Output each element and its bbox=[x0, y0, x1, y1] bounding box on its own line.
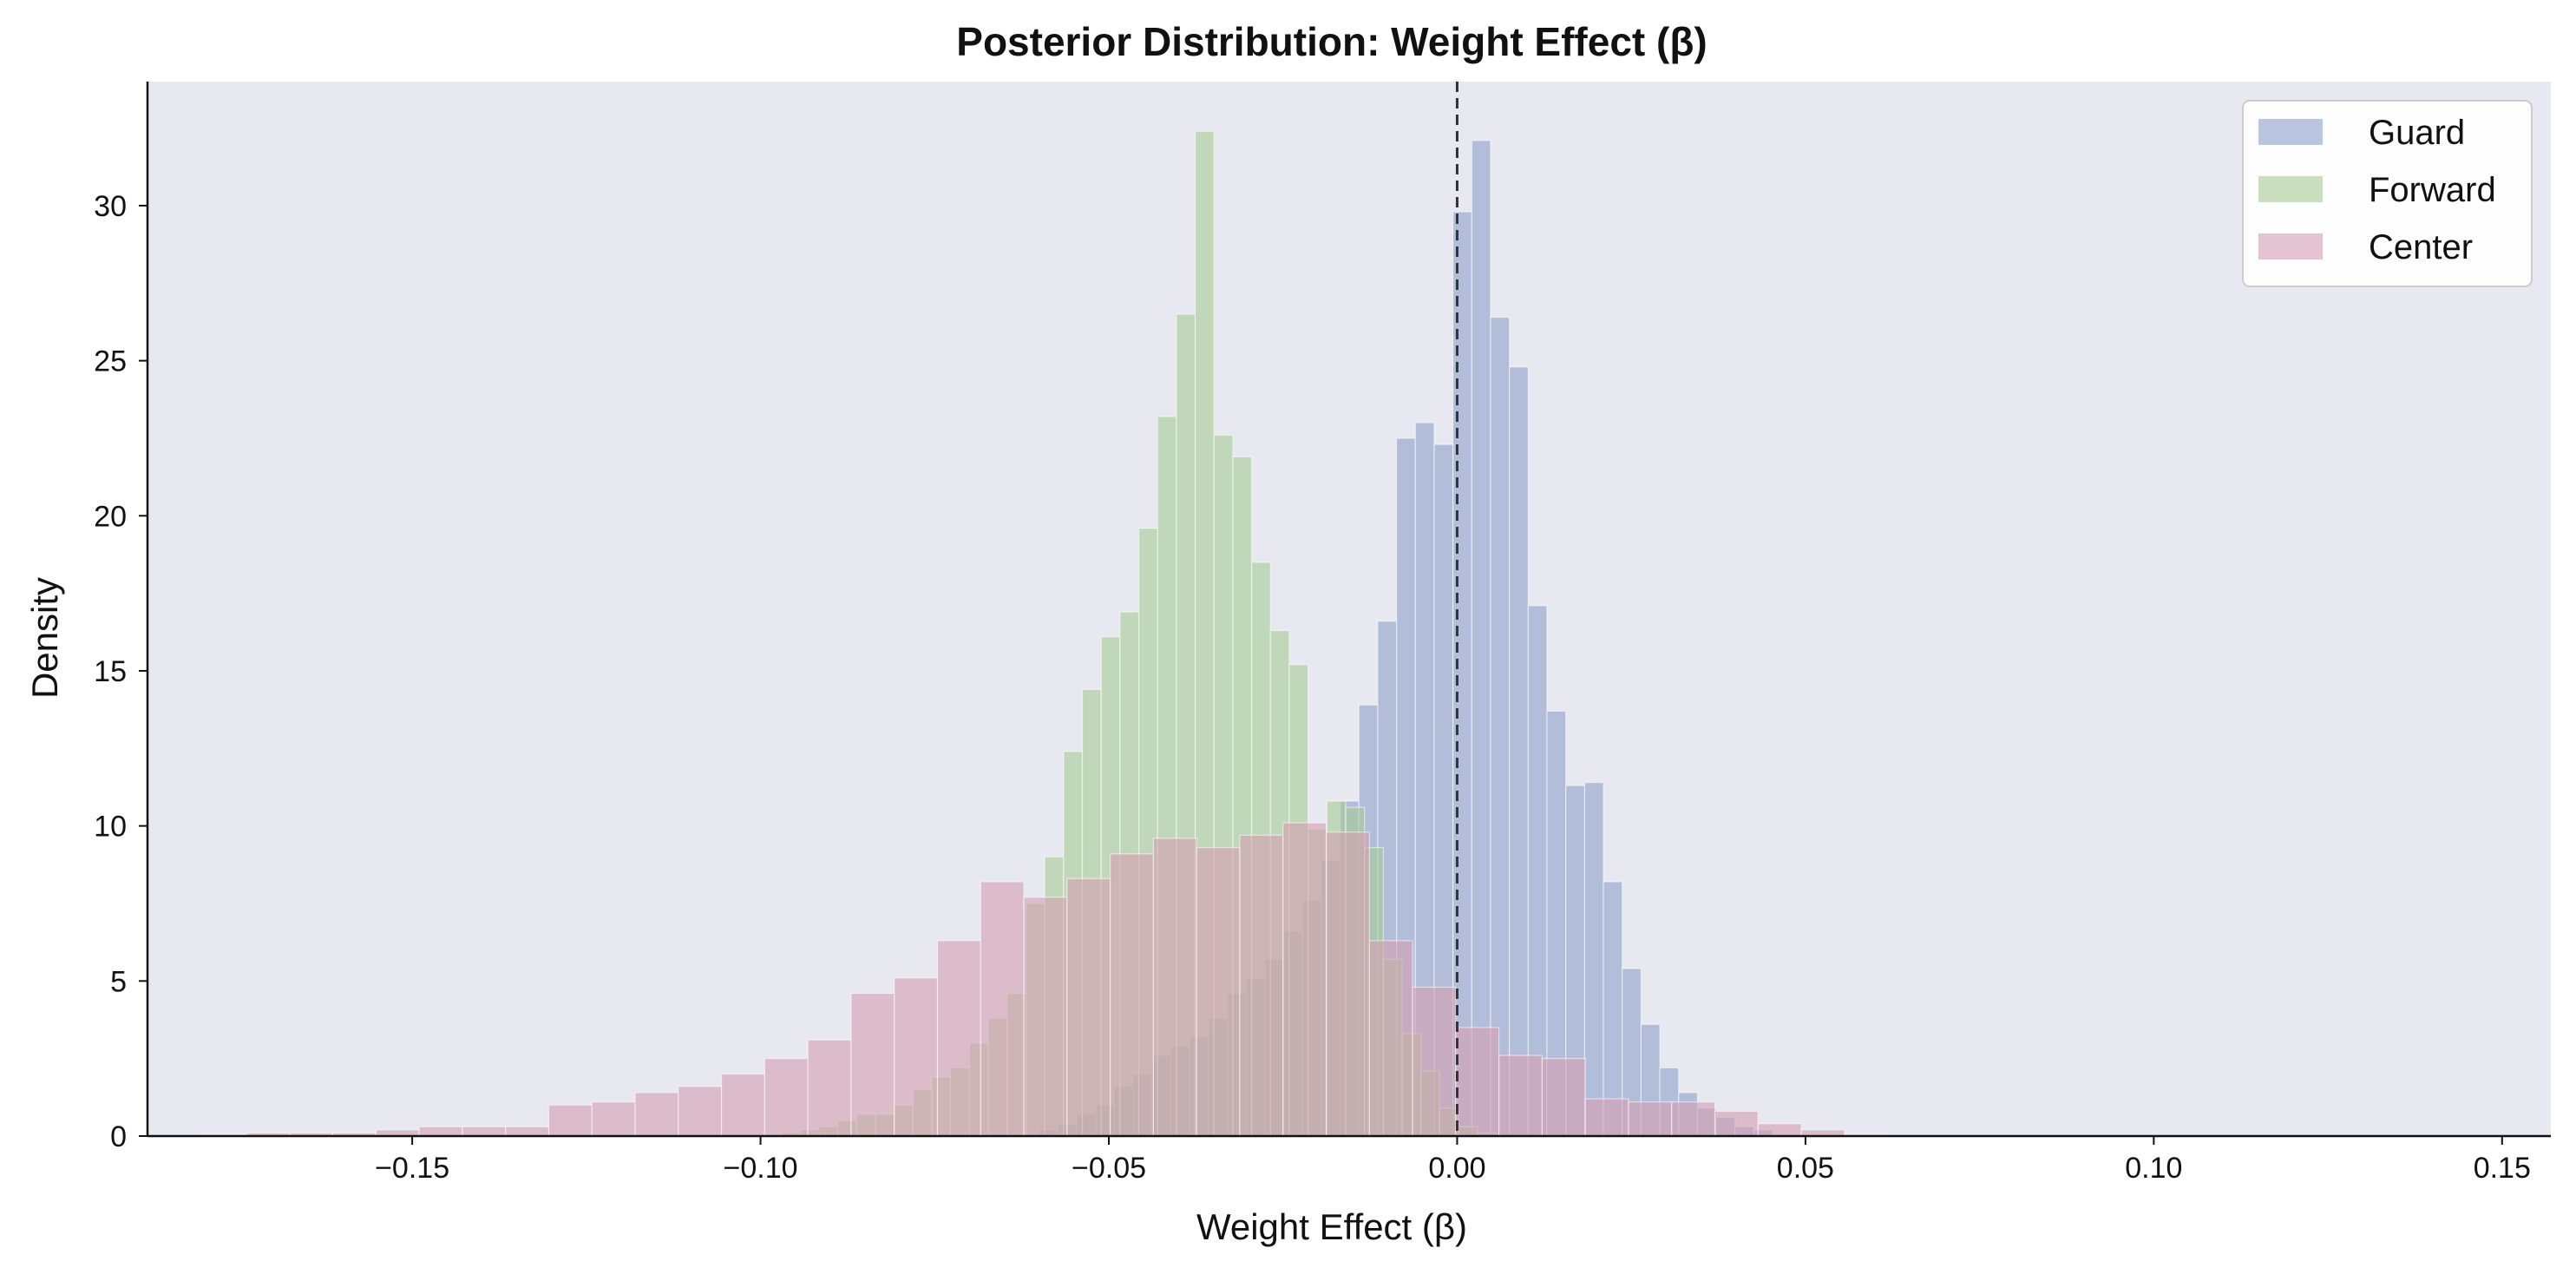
center-bar bbox=[1325, 831, 1370, 1137]
x-tick-label: 0.05 bbox=[1777, 1152, 1834, 1185]
y-tick-label: 0 bbox=[110, 1120, 127, 1153]
center-bar bbox=[1455, 1027, 1500, 1137]
center-bar bbox=[591, 1101, 636, 1137]
center-bar bbox=[1239, 834, 1284, 1137]
center-bar bbox=[1584, 1098, 1629, 1137]
y-tick-label: 10 bbox=[94, 811, 127, 844]
center-bar bbox=[720, 1073, 765, 1137]
center-bar bbox=[1152, 838, 1197, 1137]
center-bar bbox=[850, 993, 895, 1137]
center-bar bbox=[1671, 1101, 1716, 1137]
guard-bar bbox=[1603, 881, 1623, 1137]
center-bar bbox=[1498, 1054, 1543, 1137]
legend-label-forward: Forward bbox=[2369, 171, 2496, 209]
x-tick-label: 0.15 bbox=[2474, 1152, 2531, 1185]
center-bar bbox=[1628, 1101, 1673, 1137]
x-tick-label: −0.15 bbox=[375, 1152, 449, 1185]
x-axis-label: Weight Effect (β) bbox=[1196, 1206, 1467, 1247]
guard-bar bbox=[1509, 366, 1529, 1137]
center-bar bbox=[462, 1126, 507, 1137]
center-bar bbox=[894, 977, 939, 1137]
forward-legend-swatch bbox=[2258, 176, 2323, 202]
guard-bar bbox=[1471, 140, 1491, 1137]
x-tick-label: 0.10 bbox=[2125, 1152, 2182, 1185]
center-bar bbox=[980, 881, 1025, 1137]
center-bar bbox=[418, 1126, 463, 1137]
chart-title: Posterior Distribution: Weight Effect (β… bbox=[956, 19, 1707, 64]
center-bar bbox=[764, 1058, 809, 1137]
legend-label-guard: Guard bbox=[2369, 114, 2465, 152]
y-tick-label: 5 bbox=[110, 965, 127, 998]
center-bar bbox=[1541, 1058, 1586, 1137]
center-bar bbox=[1282, 822, 1327, 1137]
y-tick-label: 25 bbox=[94, 345, 127, 378]
center-bar bbox=[1368, 940, 1413, 1137]
y-tick-label: 30 bbox=[94, 190, 127, 223]
guard-bar bbox=[1583, 782, 1604, 1137]
guard-bar bbox=[1490, 316, 1511, 1137]
center-bar bbox=[634, 1092, 679, 1137]
y-tick-label: 15 bbox=[94, 655, 127, 688]
center-bar bbox=[807, 1039, 852, 1137]
legend-label-center: Center bbox=[2369, 228, 2473, 266]
center-bar bbox=[936, 940, 981, 1137]
center-bar bbox=[1023, 897, 1068, 1137]
center-bar bbox=[547, 1104, 593, 1137]
x-tick-label: −0.05 bbox=[1072, 1152, 1146, 1185]
x-tick-label: 0.00 bbox=[1428, 1152, 1485, 1185]
y-axis-label: Density bbox=[24, 577, 65, 699]
axes-layer: −0.15 −0.10 −0.05 0.00 0.05 0.10 0.15 0 5 10 15 20 2… bbox=[94, 82, 2551, 1185]
y-tick-label: 20 bbox=[94, 500, 127, 533]
center-bar bbox=[678, 1086, 723, 1137]
x-tick-label: −0.10 bbox=[724, 1152, 798, 1185]
center-bar bbox=[1110, 853, 1154, 1137]
center-bar bbox=[1412, 986, 1457, 1137]
guard-legend-swatch bbox=[2258, 119, 2323, 145]
center-bar bbox=[505, 1126, 550, 1137]
center-bar bbox=[1714, 1110, 1759, 1137]
center-legend-swatch bbox=[2258, 233, 2323, 259]
legend: Guard Forward Center bbox=[2242, 100, 2533, 287]
center-series bbox=[202, 822, 1889, 1137]
center-bar bbox=[1196, 847, 1241, 1137]
center-bar bbox=[1757, 1123, 1802, 1137]
center-bar bbox=[1066, 877, 1111, 1137]
